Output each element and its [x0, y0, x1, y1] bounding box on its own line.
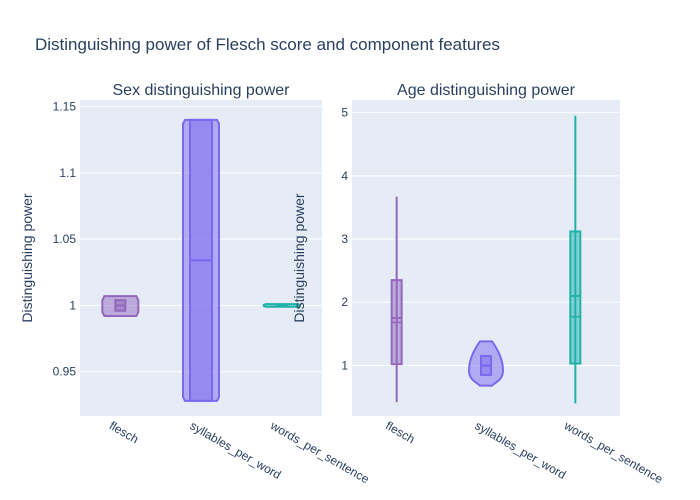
subplot-title: Age distinguishing power: [397, 82, 576, 99]
violin-flesch: [101, 295, 140, 318]
y-tick-label: 1.15: [53, 100, 77, 114]
y-axis-label: Distinguishing power: [291, 193, 307, 323]
subplot-1: 0.95 1 1.05 1.1 1.15 Sex distinguishing power…: [19, 82, 372, 486]
violin-words_per_sentence: [262, 303, 301, 308]
x-tick-label: syllables_per_word: [473, 418, 569, 481]
y-tick-label: 1.05: [53, 232, 77, 246]
subplot-2: 1 2 3 4 5 Age distinguishing power Distinguish…: [291, 82, 666, 486]
y-tick-label: 2: [341, 295, 348, 309]
subplots: 0.95 1 1.05 1.1 1.15 Sex distinguishing power…: [19, 82, 666, 486]
inner-box: [569, 230, 582, 365]
chart-title: Distinguishing power of Flesch score and…: [35, 35, 500, 54]
x-tick-label: flesch: [383, 418, 417, 446]
y-tick-label: 1.1: [59, 166, 76, 180]
x-tick-label: words_per_sentence: [267, 418, 372, 486]
x-tick-label: words_per_sentence: [561, 418, 666, 486]
violin-syllables_per_word: [182, 118, 220, 402]
x-tick-label: flesch: [107, 418, 141, 446]
y-tick-label: 1: [69, 298, 76, 312]
violin-words_per_sentence: [569, 115, 582, 404]
y-tick-label: 4: [341, 169, 348, 183]
y-tick-label: 5: [341, 106, 348, 120]
y-tick-label: 0.95: [53, 365, 77, 379]
subplot-title: Sex distinguishing power: [113, 82, 291, 99]
violin-syllables_per_word: [467, 340, 505, 387]
y-axis-label: Distinguishing power: [19, 193, 35, 323]
violin-flesch: [390, 196, 403, 403]
y-tick-label: 3: [341, 232, 348, 246]
y-tick-label: 1: [341, 358, 348, 372]
